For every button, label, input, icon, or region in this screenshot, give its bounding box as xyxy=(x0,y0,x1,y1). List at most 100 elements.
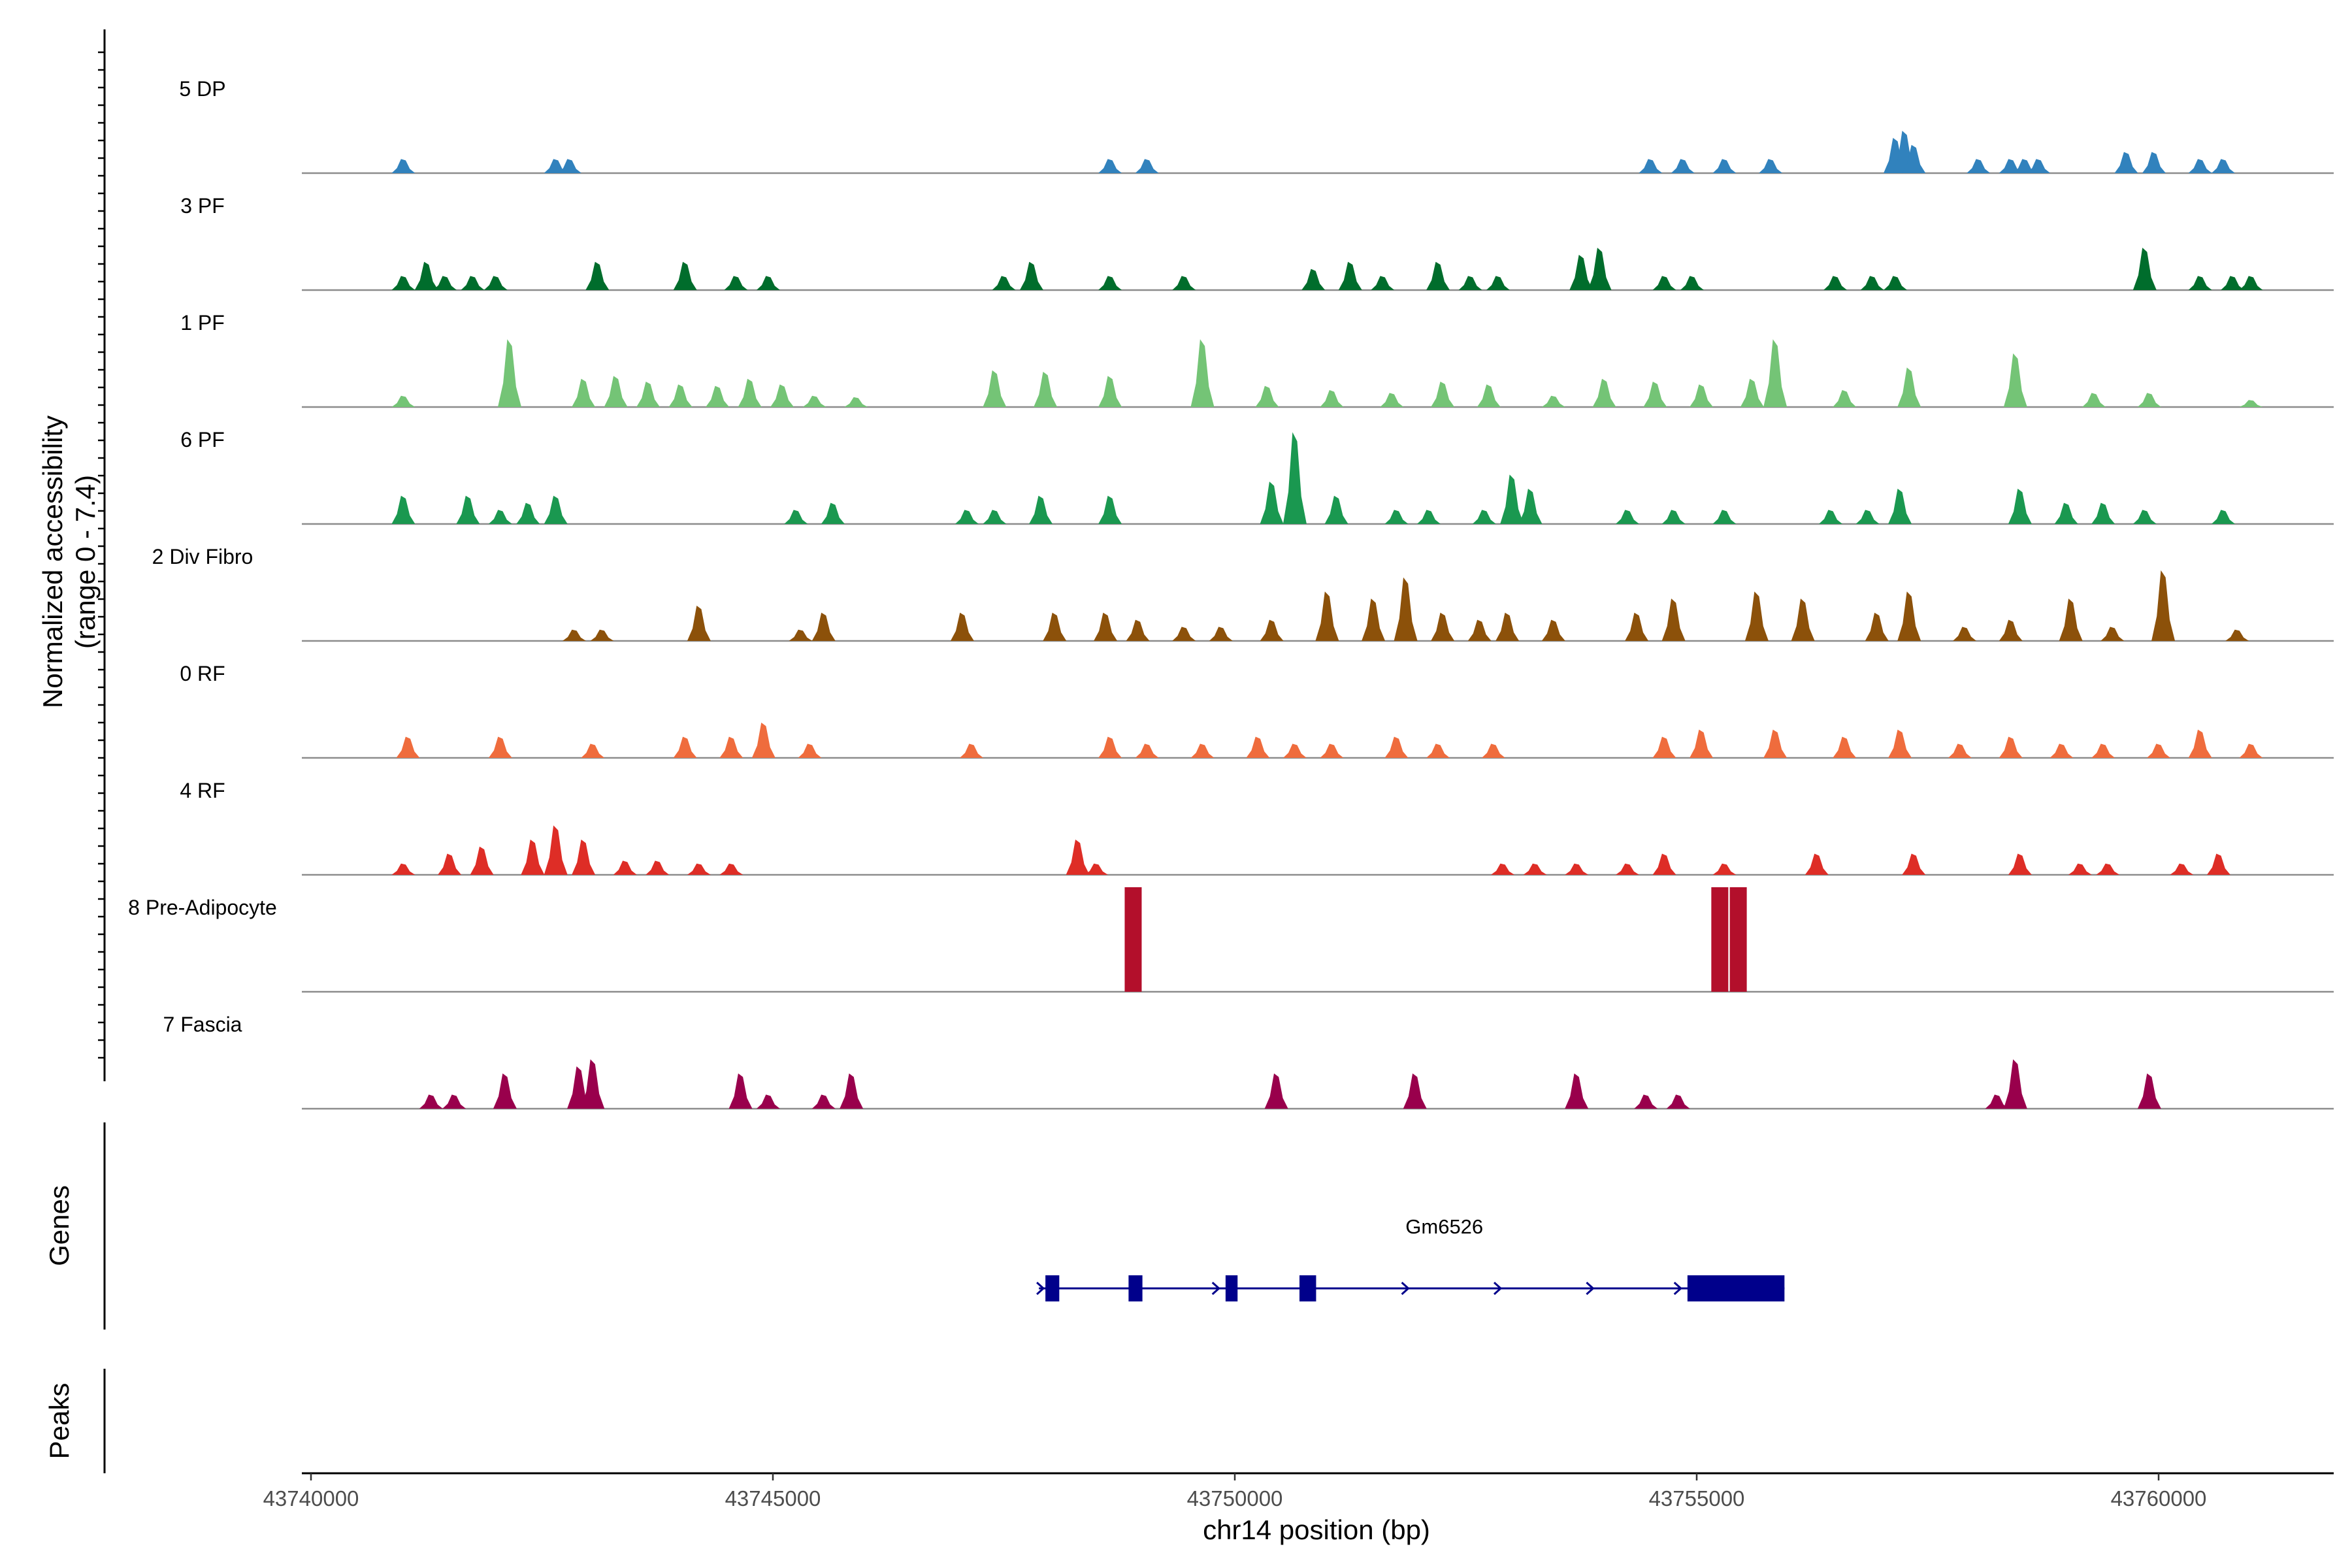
peak xyxy=(1135,159,1159,173)
peak xyxy=(1948,743,1972,758)
peak xyxy=(706,385,730,407)
peak xyxy=(2188,159,2212,173)
gene-exon xyxy=(1045,1275,1060,1301)
peak xyxy=(391,395,416,407)
peak xyxy=(438,853,462,875)
peak xyxy=(1680,276,1704,290)
genes-panel-title: Genes xyxy=(44,1185,74,1266)
peak xyxy=(1588,248,1612,290)
peak xyxy=(1833,736,1857,758)
peak xyxy=(2137,1073,2161,1109)
peak xyxy=(1320,390,1344,407)
peak xyxy=(992,276,1016,290)
peak xyxy=(2091,502,2115,524)
peak xyxy=(1643,382,1667,407)
peak xyxy=(1066,839,1090,875)
peak xyxy=(1855,510,1880,524)
peak xyxy=(1833,390,1857,407)
peak xyxy=(1902,853,1926,875)
peak xyxy=(1034,371,1058,407)
peak xyxy=(1690,729,1714,758)
peak xyxy=(488,510,512,524)
peak xyxy=(2188,276,2212,290)
peak xyxy=(498,339,522,407)
peak xyxy=(1791,598,1815,641)
peak xyxy=(1592,378,1616,407)
y-axis-title-line-2: (range 0 - 7.4) xyxy=(70,475,101,649)
peak xyxy=(1098,376,1122,407)
peak xyxy=(613,860,637,875)
track-6-pf: 6 PF xyxy=(180,428,2334,525)
peak xyxy=(2170,863,2194,875)
peaks-panel: Peaks xyxy=(44,1369,106,1473)
peak xyxy=(1999,736,2023,758)
peak xyxy=(1324,495,1348,524)
peak xyxy=(1495,612,1520,641)
peak xyxy=(2091,743,2115,758)
peak xyxy=(1523,863,1547,875)
peak xyxy=(2050,743,2074,758)
strand-arrow xyxy=(1211,1281,1220,1296)
peak xyxy=(1500,474,1524,524)
peak xyxy=(1384,736,1409,758)
peak xyxy=(1380,393,1404,407)
peak xyxy=(1486,276,1510,290)
peak xyxy=(1652,853,1676,875)
peak xyxy=(2082,393,2106,407)
peak xyxy=(2221,276,2245,290)
peak xyxy=(470,846,494,875)
peak xyxy=(2142,152,2166,173)
track-1-pf: 1 PF xyxy=(180,311,2334,408)
track-label: 4 RF xyxy=(180,779,225,802)
peak xyxy=(1711,887,1729,992)
track-label: 7 Fascia xyxy=(163,1013,242,1036)
x-tick-label: 43740000 xyxy=(263,1486,359,1511)
strand-arrow xyxy=(1401,1281,1410,1296)
peak xyxy=(493,1073,517,1109)
peak xyxy=(1652,736,1676,758)
peak xyxy=(2003,353,2027,407)
track-label: 0 RF xyxy=(180,662,225,685)
peak xyxy=(396,736,420,758)
peak xyxy=(1541,395,1565,407)
peak xyxy=(1884,276,1908,290)
peak xyxy=(1124,887,1142,992)
peak xyxy=(1518,488,1543,524)
peak xyxy=(1098,736,1122,758)
peak xyxy=(2188,729,2212,758)
peak xyxy=(1431,382,1455,407)
peak xyxy=(1190,339,1215,407)
peak xyxy=(2225,629,2249,641)
peak xyxy=(1260,619,1284,641)
peak xyxy=(955,510,979,524)
peak xyxy=(562,629,586,641)
peak xyxy=(1338,261,1362,290)
track-2-div-fibro: 2 Div Fibro xyxy=(152,545,2334,642)
peak xyxy=(2008,853,2032,875)
peak xyxy=(1098,159,1122,173)
peak xyxy=(724,276,748,290)
peak xyxy=(1953,627,1977,641)
gene-exon xyxy=(1299,1275,1316,1301)
track-label: 2 Div Fibro xyxy=(152,545,253,568)
peak xyxy=(1902,144,1926,173)
strand-arrow xyxy=(1036,1281,1045,1296)
peak xyxy=(1260,482,1284,524)
gene-exon xyxy=(1687,1275,1785,1301)
peak xyxy=(1967,159,1991,173)
gene-exon xyxy=(1128,1275,1143,1301)
gene-model xyxy=(1036,1275,1785,1301)
peak xyxy=(1362,598,1386,641)
genes-panel: Genes Gm6526 xyxy=(44,1122,1785,1330)
gene-name-label: Gm6526 xyxy=(1405,1215,1483,1238)
peak xyxy=(1301,269,1326,290)
peak xyxy=(2027,159,2051,173)
peak xyxy=(572,378,596,407)
peak xyxy=(789,629,813,641)
x-tick-label: 43745000 xyxy=(725,1486,821,1511)
peak xyxy=(1744,591,1769,641)
strand-arrow xyxy=(1673,1281,1682,1296)
peak xyxy=(1084,863,1108,875)
peak xyxy=(1985,1094,2009,1109)
peak xyxy=(1098,495,1122,524)
